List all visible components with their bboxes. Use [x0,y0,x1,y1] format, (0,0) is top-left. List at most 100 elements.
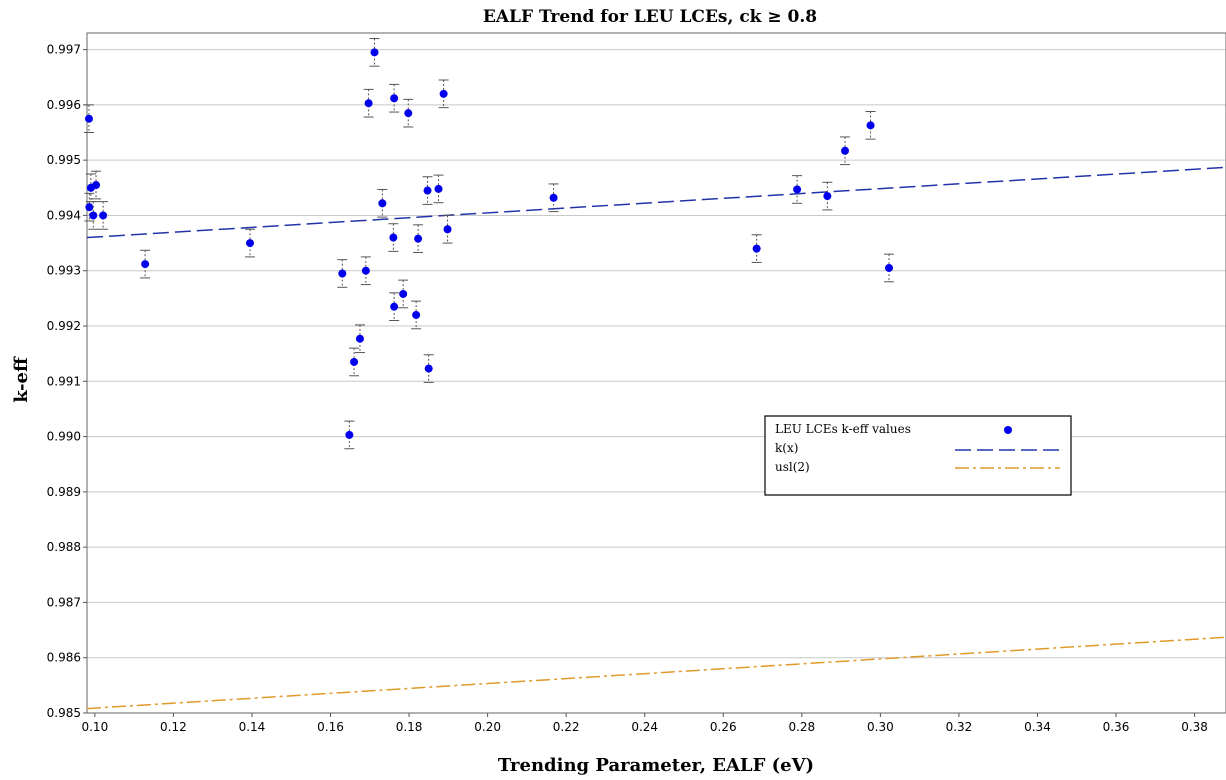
point-marker [752,244,761,253]
x-tick-label: 0.10 [81,720,108,734]
data-point [140,249,151,279]
y-tick-label: 0.993 [47,264,81,278]
y-tick-label: 0.988 [47,540,81,554]
legend-label-usl: usl(2) [775,460,810,474]
data-point [422,176,433,205]
point-marker [378,199,387,208]
legend-box [764,415,1072,496]
data-point [244,228,255,258]
y-axis-title: k-eff [11,356,32,403]
data-point [403,98,414,128]
x-tick-label: 0.36 [1103,720,1130,734]
point-marker [355,334,364,343]
legend: LEU LCEs k-eff values k(x) usl(2) [764,415,1072,496]
y-tick-label: 0.996 [47,98,81,112]
point-marker [89,211,98,220]
y-tick-label: 0.991 [47,374,81,388]
data-point [377,188,388,218]
x-tick-label: 0.16 [317,720,344,734]
x-tick-label: 0.14 [239,720,266,734]
x-tick-label: 0.34 [1024,720,1051,734]
point-marker [92,181,101,190]
point-marker [866,121,875,130]
point-marker [885,263,894,272]
data-point [337,259,348,288]
data-point [413,224,424,253]
y-tick-label: 0.992 [47,319,81,333]
data-point [751,234,762,263]
data-point [822,181,833,211]
point-marker [439,89,448,98]
point-marker [434,184,443,193]
data-point [354,324,365,354]
data-point [433,174,444,204]
data-point [91,170,102,200]
point-marker [141,260,150,269]
plot-area [86,32,1226,714]
x-axis: 0.10 0.12 0.14 0.16 0.18 0.20 0.22 0.24 0.26 0.28… [81,713,1208,734]
point-marker [84,114,93,123]
trend-line-kx [86,166,1226,239]
chart-title: EALF Trend for LEU LCEs, ck ≥ 0.8 [483,7,817,27]
point-marker [823,192,832,201]
legend-label-points: LEU LCEs k-eff values [775,422,911,436]
point-marker [338,269,347,278]
data-point [344,420,355,450]
point-marker [399,289,408,298]
y-axis: 0.985 0.986 0.987 0.988 0.989 0.990 0.991 0.992… [47,43,87,720]
point-marker [364,99,373,108]
data-point [83,104,94,134]
data-point [884,253,895,283]
y-tick-label: 0.994 [47,208,81,222]
trend-line-usl [86,636,1226,710]
data-point [389,292,400,321]
x-tick-label: 0.32 [946,720,973,734]
point-marker [404,109,413,118]
point-marker [414,234,423,243]
point-marker [412,310,421,319]
data-point [363,88,374,118]
data-point [369,38,380,67]
data-point [438,79,449,109]
point-marker [841,146,850,155]
x-tick-label: 0.24 [631,720,658,734]
point-marker [443,225,452,234]
x-tick-label: 0.12 [160,720,187,734]
point-marker [549,193,558,202]
data-point [349,347,360,377]
trend-lines [86,166,1226,710]
y-tick-label: 0.985 [47,706,81,720]
point-marker [424,364,433,373]
point-marker [245,239,254,248]
data-points [83,38,895,450]
data-point [398,279,409,309]
legend-marker-points [1004,426,1012,434]
point-marker [389,233,398,242]
data-point [88,201,99,230]
point-marker [370,48,379,57]
x-tick-label: 0.30 [867,720,894,734]
point-marker [793,185,802,194]
point-marker [390,302,399,311]
legend-label-kx: k(x) [775,441,798,455]
data-point [389,83,400,113]
point-marker [361,266,370,275]
y-tick-label: 0.986 [47,651,81,665]
data-point [411,300,422,330]
y-tick-label: 0.987 [47,595,81,609]
point-marker [390,94,399,103]
x-axis-title: Trending Parameter, EALF (eV) [498,755,814,776]
y-tick-label: 0.990 [47,430,81,444]
x-tick-label: 0.28 [788,720,815,734]
data-point [98,201,109,230]
data-point [388,223,399,252]
data-point [792,175,803,204]
data-point [442,214,453,244]
data-point [840,136,851,166]
y-tick-label: 0.989 [47,485,81,499]
point-marker [85,203,94,212]
y-tick-label: 0.995 [47,153,81,167]
point-marker [345,430,354,439]
x-tick-label: 0.18 [396,720,423,734]
